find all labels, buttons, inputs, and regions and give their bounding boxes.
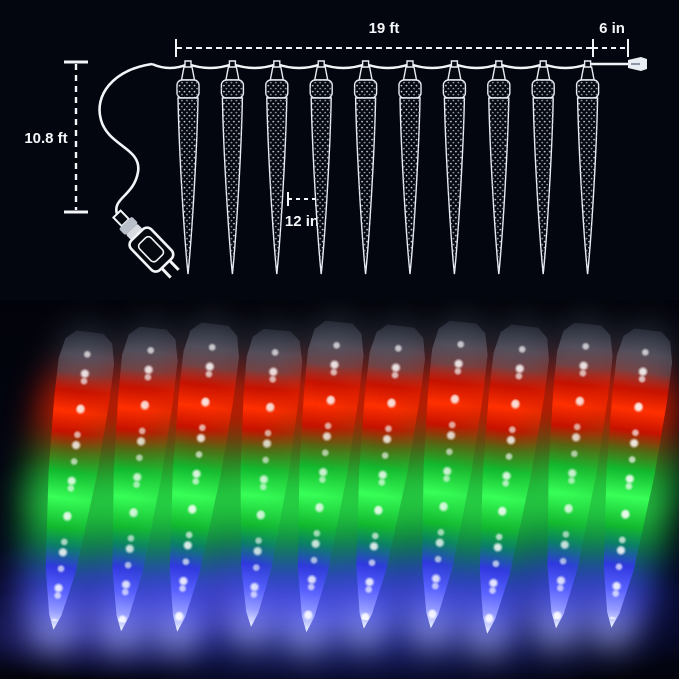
power-plug-icon — [111, 209, 180, 279]
diagram-icicle — [176, 60, 200, 275]
string-wire — [151, 62, 628, 70]
diagram-icicle — [442, 60, 467, 275]
drop-height-label: 10.8 ft — [24, 130, 67, 147]
dim-total-length: 19 ft — [175, 20, 594, 57]
dim-spacing: 12 in — [285, 192, 319, 230]
diagram-icicle — [531, 60, 555, 275]
diagram-icicle — [220, 60, 245, 275]
icicle-row — [176, 60, 600, 275]
dim-end-gap: 6 in — [593, 20, 629, 57]
spacing-label: 12 in — [285, 213, 319, 230]
diagram-icicle — [487, 60, 511, 275]
power-cord — [98, 62, 153, 215]
dimension-diagram: 19 ft 6 in 10.8 ft 12 in — [24, 20, 647, 279]
total-length-label: 19 ft — [369, 20, 400, 37]
diagram-icicle — [353, 60, 378, 275]
diagram-icicle — [265, 60, 289, 275]
diagram-icicle — [309, 60, 333, 275]
diagram-icicle — [575, 60, 600, 275]
diagram-icicle — [398, 60, 422, 275]
diagram-panel: 19 ft 6 in 10.8 ft 12 in — [0, 0, 679, 300]
dim-drop-height: 10.8 ft — [24, 60, 88, 214]
end-gap-label: 6 in — [599, 20, 625, 37]
photo-panel — [0, 300, 679, 679]
